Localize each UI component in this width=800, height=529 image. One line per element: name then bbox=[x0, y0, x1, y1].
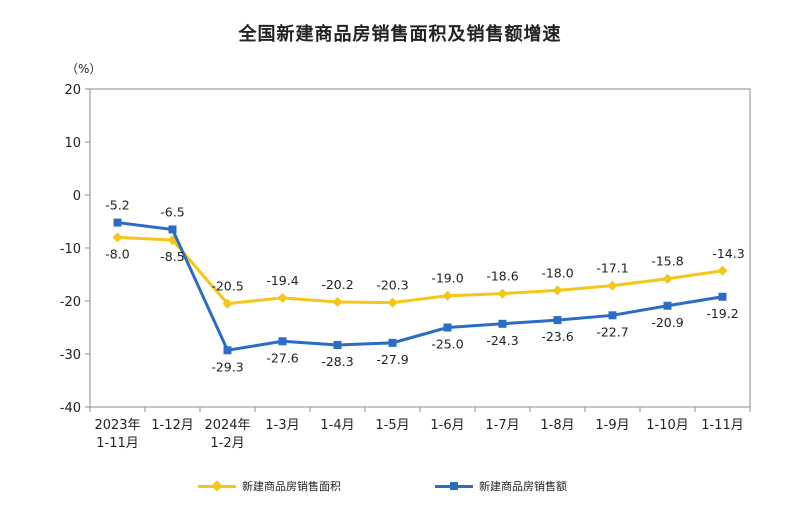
chart-title: 全国新建商品房销售面积及销售额增速 bbox=[238, 24, 562, 45]
legend-swatch-area bbox=[198, 480, 236, 492]
legend-item-sales: 新建商品房销售额 bbox=[435, 478, 567, 494]
data-label-area: -20.3 bbox=[376, 278, 408, 293]
series-1-point bbox=[662, 273, 673, 284]
y-tick-label: 10 bbox=[64, 136, 81, 151]
series-2-point bbox=[498, 319, 507, 328]
x-tick-label: 2023年 1-11月 bbox=[94, 418, 140, 451]
series-2-point bbox=[113, 218, 122, 227]
data-label-sales: -6.5 bbox=[160, 204, 184, 219]
x-tick-label: 1-10月 bbox=[646, 418, 689, 433]
series-1-point bbox=[112, 232, 123, 243]
data-label-sales: -5.2 bbox=[105, 198, 129, 213]
data-label-area: -14.3 bbox=[712, 246, 744, 261]
series-2-point bbox=[223, 346, 232, 355]
data-label-area: -18.0 bbox=[541, 265, 573, 280]
legend-label-sales: 新建商品房销售额 bbox=[479, 480, 567, 493]
data-label-area: -19.0 bbox=[431, 271, 463, 286]
series-2-point bbox=[608, 311, 617, 320]
data-label-area: -8.0 bbox=[105, 246, 129, 261]
series-2-point bbox=[718, 292, 727, 301]
data-label-sales: -25.0 bbox=[431, 337, 463, 352]
plot-frame bbox=[89, 88, 751, 408]
series-1-point bbox=[497, 288, 508, 299]
series-2-point bbox=[388, 338, 397, 347]
x-tick-label: 1-12月 bbox=[151, 418, 194, 433]
data-label-sales: -22.7 bbox=[596, 324, 628, 339]
legend-label-area: 新建商品房销售面积 bbox=[242, 480, 341, 493]
data-label-area: -19.4 bbox=[266, 273, 298, 288]
data-label-area: -8.5 bbox=[160, 249, 184, 264]
series-2-point bbox=[553, 316, 562, 325]
x-tick-label: 1-7月 bbox=[485, 418, 519, 433]
x-tick-label: 1-8月 bbox=[540, 418, 574, 433]
x-tick-label: 1-3月 bbox=[265, 418, 299, 433]
x-tick-label: 1-11月 bbox=[701, 418, 744, 433]
x-tick-label: 1-9月 bbox=[595, 418, 629, 433]
x-tick-label: 1-4月 bbox=[320, 418, 354, 433]
series-2-point bbox=[168, 225, 177, 234]
data-label-area: -20.2 bbox=[321, 277, 353, 292]
data-label-sales: -27.6 bbox=[266, 350, 298, 365]
y-unit-label: （%） bbox=[66, 62, 102, 76]
series-line-2 bbox=[117, 221, 723, 352]
series-2-point bbox=[333, 340, 342, 349]
data-label-area: -20.5 bbox=[211, 279, 243, 294]
x-tick-label: 1-6月 bbox=[430, 418, 464, 433]
data-label-sales: -20.9 bbox=[651, 315, 683, 330]
y-tick-label: 20 bbox=[64, 83, 81, 98]
y-tick-label: -10 bbox=[60, 242, 81, 257]
data-label-area: -18.6 bbox=[486, 269, 518, 284]
data-label-area: -15.8 bbox=[651, 254, 683, 269]
data-label-sales: -24.3 bbox=[486, 333, 518, 348]
series-line-1 bbox=[117, 235, 723, 306]
series-1-point bbox=[717, 265, 728, 276]
series-1-point bbox=[222, 298, 233, 309]
y-tick-label: -20 bbox=[60, 295, 81, 310]
series-1-point bbox=[442, 290, 453, 301]
data-label-sales: -19.2 bbox=[706, 306, 738, 321]
series-1-point bbox=[387, 297, 398, 308]
x-tick-label: 2024年 1-2月 bbox=[204, 418, 250, 451]
legend-swatch-sales bbox=[435, 480, 473, 492]
x-tick-label: 1-5月 bbox=[375, 418, 409, 433]
series-2-point bbox=[443, 323, 452, 332]
series-1-point bbox=[552, 285, 563, 296]
y-tick-label: -30 bbox=[60, 348, 81, 363]
series-1-point bbox=[332, 297, 343, 308]
data-label-sales: -29.3 bbox=[211, 359, 243, 374]
series-2-point bbox=[663, 301, 672, 310]
series-1-point bbox=[607, 280, 618, 291]
data-label-sales: -27.9 bbox=[376, 352, 408, 367]
data-label-sales: -28.3 bbox=[321, 354, 353, 369]
data-label-area: -17.1 bbox=[596, 261, 628, 276]
legend-item-area: 新建商品房销售面积 bbox=[198, 478, 341, 494]
y-tick-label: -40 bbox=[60, 401, 81, 416]
series-2-point bbox=[278, 337, 287, 346]
series-1-point bbox=[277, 292, 288, 303]
y-tick-label: 0 bbox=[73, 189, 81, 204]
data-label-sales: -23.6 bbox=[541, 329, 573, 344]
